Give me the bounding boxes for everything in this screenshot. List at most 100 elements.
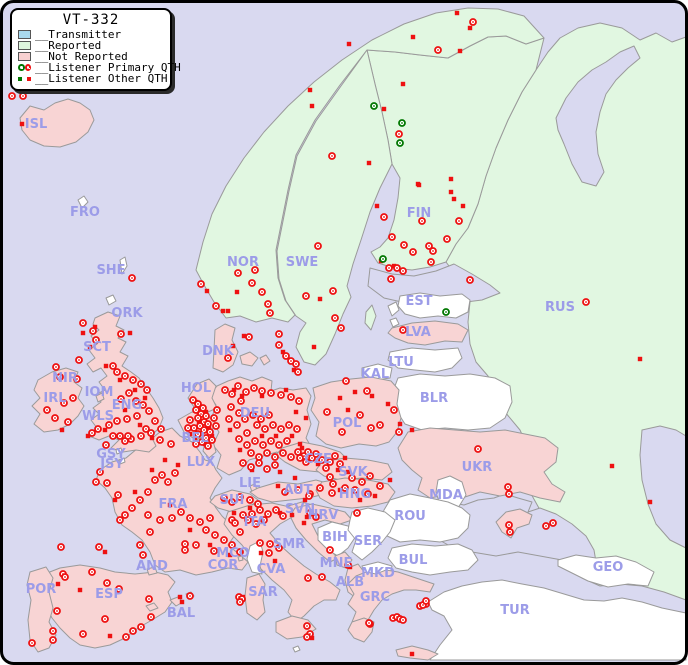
listener-primary-marker: [302, 292, 310, 300]
country-label-cva: CVA: [257, 562, 286, 577]
listener-primary-marker: [285, 421, 293, 429]
listener-primary-marker: [113, 417, 121, 425]
listener-primary-marker: [144, 511, 152, 519]
listener-primary-marker: [358, 478, 366, 486]
listener-primary-marker: [455, 217, 463, 225]
listener-other-icon: [18, 74, 31, 83]
listener-primary-marker: [57, 543, 65, 551]
country-label-ser: SER: [354, 534, 382, 549]
listener-primary-marker: [51, 414, 59, 422]
listener-primary-marker: [228, 498, 236, 506]
listener-primary-marker: [265, 411, 273, 419]
listener-primary-marker: [137, 380, 145, 388]
country-label-sar: SAR: [248, 585, 277, 600]
listener-primary-marker: [390, 406, 398, 414]
listener-primary-marker: [400, 241, 408, 249]
country-shape-geo: [557, 554, 655, 588]
listener-primary-marker: [474, 445, 482, 453]
listener-primary-marker: [105, 421, 113, 429]
listener-primary-marker: [142, 425, 150, 433]
listener-primary-marker: [322, 464, 330, 472]
listener-primary-marker: [399, 267, 407, 275]
not_reported-swatch-icon: [18, 52, 31, 61]
listener-primary-marker: [251, 266, 259, 274]
country-label-ita: ITA: [244, 515, 267, 530]
listener-other-marker: [55, 581, 61, 587]
country-label-hng: HNG: [339, 487, 371, 502]
listener-other-marker: [637, 356, 643, 362]
listener-primary-marker: [189, 396, 197, 404]
listener-primary-marker: [443, 235, 451, 243]
listener-other-marker: [400, 81, 406, 87]
country-label-and: AND: [136, 559, 168, 574]
listener-primary-marker: [88, 568, 96, 576]
listener-other-marker: [409, 651, 415, 657]
listener-primary-marker: [399, 326, 407, 334]
listener-primary-marker: [192, 440, 200, 448]
listener-primary-marker: [237, 397, 245, 405]
country-shape-she: [119, 256, 128, 275]
map-shape: [395, 645, 439, 661]
listener-other-marker: [225, 308, 231, 314]
country-shape-jsy: [118, 457, 126, 465]
listener-primary-marker: [336, 460, 344, 468]
listener-other-marker: [241, 333, 247, 339]
country-shape-isl: [19, 98, 95, 148]
country-label-mne: MNE: [320, 556, 353, 571]
listener-primary-marker: [220, 536, 228, 544]
legend-label: __Transmitter: [35, 28, 122, 41]
listener-markers-layer: [8, 10, 653, 657]
listener-primary-marker: [231, 519, 239, 527]
listener-other-marker: [309, 103, 315, 109]
country-label-isl: ISL: [25, 117, 47, 132]
listener-primary-marker: [388, 233, 396, 241]
country-label-lie: LIE: [239, 476, 261, 491]
listener-other-marker: [454, 10, 460, 16]
listener-primary-marker: [181, 540, 189, 548]
listener-primary-marker: [206, 514, 214, 522]
listener-primary-marker: [329, 287, 337, 295]
listener-primary-marker: [53, 607, 61, 615]
country-label-ltu: LTU: [388, 355, 414, 370]
listener-primary-marker: [145, 595, 153, 603]
listener-primary-marker: [233, 421, 241, 429]
listener-primary-marker: [109, 362, 117, 370]
listener-primary-marker: [117, 395, 125, 403]
listener-primary-marker: [365, 619, 373, 627]
listener-primary-marker: [263, 449, 271, 457]
listener-primary-marker: [212, 302, 220, 310]
country-label-tur: TUR: [500, 603, 529, 618]
country-label-lux: LUX: [187, 455, 215, 470]
listener-primary-marker: [60, 399, 68, 407]
listener-primary-marker: [418, 217, 426, 225]
listener-primary-marker: [395, 428, 403, 436]
listener-other-marker: [467, 25, 473, 31]
listener-primary-marker: [192, 541, 200, 549]
listener-primary-marker: [316, 484, 324, 492]
map-shape: [387, 301, 400, 317]
country-shape-pol: [310, 376, 402, 449]
listener-primary-marker: [102, 441, 110, 449]
listener-primary-marker: [265, 549, 273, 557]
listener-primary-marker: [292, 360, 300, 368]
listener-primary-marker: [129, 627, 137, 635]
listener-primary-marker: [79, 319, 87, 327]
listener-primary-marker: [75, 356, 83, 364]
map-shape: [367, 263, 501, 306]
country-label-geo: GEO: [593, 560, 624, 575]
country-label-blr: BLR: [420, 391, 448, 406]
listener-other-marker: [80, 330, 86, 336]
country-label-pol: POL: [333, 416, 362, 431]
country-label-cor: COR: [208, 558, 239, 573]
listener-primary-marker: [246, 496, 254, 504]
listener-primary-marker: [398, 119, 406, 127]
listener-primary-marker: [396, 139, 404, 147]
listener-primary-marker: [52, 363, 60, 371]
legend-box: VT-332 __Transmitter __Reported __Not Repo…: [10, 8, 181, 91]
listener-other-marker: [112, 497, 118, 503]
listener-primary-marker: [234, 269, 242, 277]
listener-primary-marker: [235, 409, 243, 417]
listener-primary-marker: [128, 274, 136, 282]
listener-primary-marker: [281, 488, 289, 496]
listener-primary-marker: [243, 441, 251, 449]
